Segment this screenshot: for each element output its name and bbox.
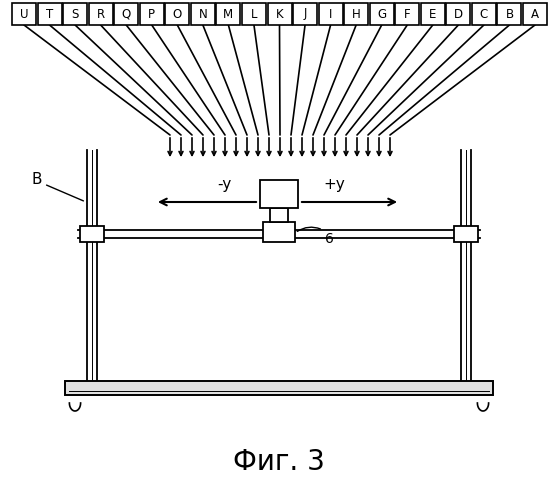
Text: J: J [304, 8, 307, 20]
Text: Фиг. 3: Фиг. 3 [233, 448, 325, 476]
Bar [270, 208, 288, 222]
Text: S: S [72, 8, 79, 20]
Text: U: U [20, 8, 29, 20]
Text: E: E [429, 8, 437, 20]
Bar [344, 3, 368, 25]
Text: A: A [531, 8, 539, 20]
Bar [293, 3, 317, 25]
Bar [421, 3, 445, 25]
Bar [319, 3, 343, 25]
Text: C: C [480, 8, 488, 20]
Text: H: H [352, 8, 361, 20]
Text: K: K [276, 8, 283, 20]
Text: Q: Q [121, 8, 131, 20]
Text: L: L [250, 8, 257, 20]
Bar [65, 381, 493, 395]
Text: I: I [329, 8, 332, 20]
Bar [165, 3, 190, 25]
Text: -y: -y [217, 177, 231, 192]
Bar [472, 3, 496, 25]
Bar [216, 3, 240, 25]
Bar [369, 3, 394, 25]
Bar [263, 222, 295, 242]
Bar [114, 3, 138, 25]
Text: D: D [454, 8, 463, 20]
Text: B: B [505, 8, 514, 20]
Bar [395, 3, 419, 25]
Text: O: O [173, 8, 182, 20]
Text: +y: +y [323, 177, 345, 192]
Bar [37, 3, 61, 25]
Bar [454, 226, 478, 242]
Text: G: G [377, 8, 386, 20]
Bar [446, 3, 470, 25]
Bar [89, 3, 113, 25]
Bar [12, 3, 36, 25]
Text: B: B [31, 172, 42, 188]
Bar [498, 3, 522, 25]
Text: 6: 6 [325, 232, 334, 246]
Text: P: P [148, 8, 155, 20]
Bar [63, 3, 87, 25]
Bar [80, 226, 104, 242]
Bar [140, 3, 164, 25]
Bar [268, 3, 291, 25]
Text: R: R [97, 8, 105, 20]
Bar [242, 3, 266, 25]
Text: N: N [198, 8, 207, 20]
Text: M: M [224, 8, 234, 20]
Bar [260, 180, 298, 208]
Text: F: F [404, 8, 410, 20]
Text: T: T [46, 8, 53, 20]
Bar [523, 3, 547, 25]
Bar [191, 3, 215, 25]
